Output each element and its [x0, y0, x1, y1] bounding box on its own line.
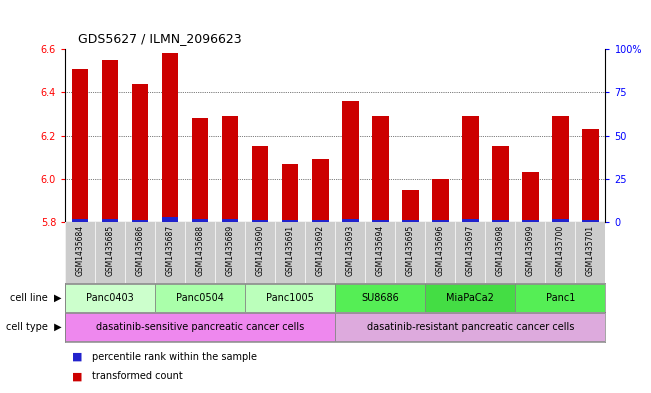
- Bar: [282, 163, 299, 222]
- Bar: [312, 160, 329, 222]
- Bar: [132, 220, 148, 222]
- Text: dasatinib-resistant pancreatic cancer cells: dasatinib-resistant pancreatic cancer ce…: [367, 322, 574, 332]
- Text: GSM1435685: GSM1435685: [105, 225, 115, 276]
- Text: GSM1435698: GSM1435698: [496, 225, 505, 276]
- Bar: [402, 220, 419, 222]
- Text: cell line  ▶: cell line ▶: [10, 293, 62, 303]
- Bar: [552, 219, 569, 222]
- Bar: [372, 116, 389, 222]
- Bar: [402, 189, 419, 222]
- Text: GSM1435693: GSM1435693: [346, 225, 355, 276]
- Bar: [65, 284, 155, 312]
- Text: transformed count: transformed count: [92, 371, 183, 381]
- Bar: [425, 284, 516, 312]
- Bar: [72, 219, 89, 222]
- Bar: [372, 220, 389, 222]
- Bar: [342, 101, 359, 222]
- Bar: [282, 220, 299, 222]
- Bar: [162, 217, 178, 222]
- Text: GSM1435692: GSM1435692: [316, 225, 325, 276]
- Text: GSM1435688: GSM1435688: [196, 225, 204, 276]
- Text: Panc0403: Panc0403: [86, 293, 134, 303]
- Text: GSM1435695: GSM1435695: [406, 225, 415, 276]
- Bar: [132, 84, 148, 222]
- Text: Panc1005: Panc1005: [266, 293, 314, 303]
- Bar: [582, 220, 599, 222]
- Text: GSM1435687: GSM1435687: [165, 225, 174, 276]
- Text: GSM1435700: GSM1435700: [556, 225, 565, 276]
- Bar: [65, 313, 335, 341]
- Text: Panc1: Panc1: [546, 293, 575, 303]
- Bar: [192, 219, 208, 222]
- Bar: [335, 284, 425, 312]
- Bar: [252, 146, 268, 222]
- Text: GSM1435699: GSM1435699: [526, 225, 535, 276]
- Text: ■: ■: [72, 371, 82, 381]
- Text: MiaPaCa2: MiaPaCa2: [447, 293, 494, 303]
- Text: GSM1435701: GSM1435701: [586, 225, 595, 276]
- Bar: [582, 129, 599, 222]
- Bar: [335, 313, 605, 341]
- Text: GSM1435686: GSM1435686: [135, 225, 145, 276]
- Bar: [342, 219, 359, 222]
- Text: GSM1435690: GSM1435690: [256, 225, 265, 276]
- Bar: [432, 179, 449, 222]
- Bar: [516, 284, 605, 312]
- Bar: [522, 220, 538, 222]
- Text: SU8686: SU8686: [361, 293, 399, 303]
- Text: GSM1435697: GSM1435697: [466, 225, 475, 276]
- Bar: [312, 220, 329, 222]
- Bar: [462, 116, 478, 222]
- Bar: [245, 284, 335, 312]
- Bar: [492, 220, 508, 222]
- Text: Panc0504: Panc0504: [176, 293, 224, 303]
- Bar: [522, 172, 538, 222]
- Text: ■: ■: [72, 352, 82, 362]
- Text: dasatinib-sensitive pancreatic cancer cells: dasatinib-sensitive pancreatic cancer ce…: [96, 322, 304, 332]
- Text: cell type  ▶: cell type ▶: [7, 322, 62, 332]
- Bar: [222, 116, 238, 222]
- Bar: [222, 219, 238, 222]
- Bar: [155, 284, 245, 312]
- Text: GSM1435684: GSM1435684: [76, 225, 85, 276]
- Bar: [72, 69, 89, 222]
- Bar: [102, 60, 118, 222]
- Bar: [492, 146, 508, 222]
- Bar: [432, 220, 449, 222]
- Bar: [552, 116, 569, 222]
- Text: GSM1435689: GSM1435689: [226, 225, 235, 276]
- Bar: [252, 220, 268, 222]
- Bar: [102, 219, 118, 222]
- Text: GSM1435694: GSM1435694: [376, 225, 385, 276]
- Text: GSM1435691: GSM1435691: [286, 225, 295, 276]
- Text: percentile rank within the sample: percentile rank within the sample: [92, 352, 257, 362]
- Bar: [462, 219, 478, 222]
- Text: GDS5627 / ILMN_2096623: GDS5627 / ILMN_2096623: [78, 32, 242, 45]
- Bar: [192, 118, 208, 222]
- Bar: [162, 53, 178, 222]
- Text: GSM1435696: GSM1435696: [436, 225, 445, 276]
